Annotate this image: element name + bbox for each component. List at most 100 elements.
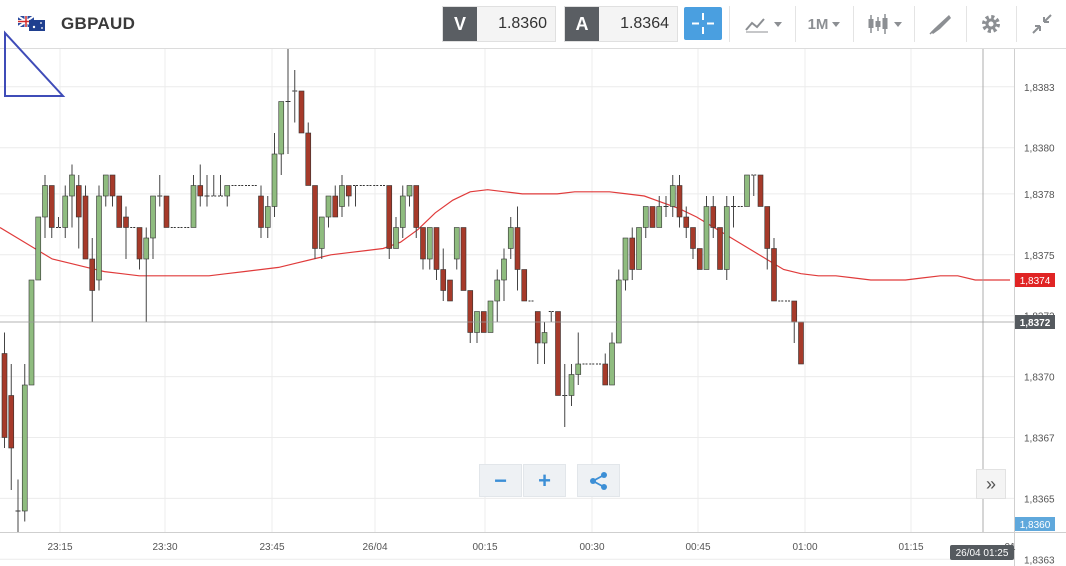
sell-price-button[interactable]: V 1.8360 <box>442 6 556 42</box>
candle-body <box>82 195 89 260</box>
candle <box>292 70 298 123</box>
candle-body <box>676 185 683 218</box>
candle <box>56 217 61 228</box>
candle-body <box>541 332 548 344</box>
collapse-button[interactable] <box>1022 6 1062 42</box>
candle <box>460 227 467 291</box>
candle-style-button[interactable] <box>858 6 910 42</box>
share-button[interactable] <box>577 464 620 497</box>
candle <box>264 196 271 238</box>
candle <box>771 238 777 302</box>
zoom-in-button[interactable]: + <box>523 464 566 497</box>
candle <box>615 269 622 344</box>
candle-body <box>136 227 143 260</box>
ema-series <box>0 189 1010 281</box>
candle-body <box>1 353 8 438</box>
candle-body <box>62 195 69 228</box>
candle-body <box>264 206 271 228</box>
time-tick-label: 26/04 <box>362 542 387 553</box>
candle-body <box>467 290 474 333</box>
candle <box>15 479 21 532</box>
candle-body <box>35 216 42 281</box>
candle <box>507 217 514 259</box>
candle-body <box>258 195 264 228</box>
candle <box>447 279 453 302</box>
candle <box>649 206 656 228</box>
candle <box>8 364 15 490</box>
price-tick-label: 1,8378 <box>1024 190 1055 201</box>
candle <box>204 175 210 207</box>
candle <box>136 227 143 270</box>
candle <box>28 279 35 386</box>
candle <box>339 175 345 217</box>
candle <box>751 174 757 196</box>
panel-toggle-triangle-icon <box>4 30 66 97</box>
candle <box>710 196 717 238</box>
candle-body <box>642 206 649 228</box>
candle <box>562 364 568 427</box>
candle-body <box>75 185 82 218</box>
zoom-out-button[interactable]: − <box>479 464 522 497</box>
candle <box>386 185 393 259</box>
candle <box>190 175 197 228</box>
candle <box>575 332 582 385</box>
candle <box>696 248 703 270</box>
candle <box>474 311 480 343</box>
time-tick-label: 01:00 <box>792 542 817 553</box>
candle-body <box>332 195 339 218</box>
uk-australia-flag-icon <box>18 16 45 31</box>
candle <box>723 196 730 280</box>
ema-line <box>0 189 1010 281</box>
candle-body <box>318 216 325 249</box>
candle-body <box>345 185 352 197</box>
candle <box>541 322 548 364</box>
candle-body <box>703 206 710 270</box>
candle-body <box>102 174 109 197</box>
candle-body <box>609 342 615 386</box>
candle <box>271 133 278 217</box>
time-tick-label: 23:15 <box>47 542 72 553</box>
candle-body <box>683 216 690 228</box>
candle <box>534 311 541 364</box>
candle-body <box>460 227 467 291</box>
candle <box>278 101 285 175</box>
buy-price-button[interactable]: A 1.8364 <box>564 6 678 42</box>
candle-body <box>521 269 528 302</box>
candle <box>690 227 696 259</box>
gear-icon <box>982 15 1000 33</box>
candle <box>332 185 339 218</box>
line-chart-icon <box>745 18 768 33</box>
candle-body <box>48 185 55 228</box>
chart-overlays: 1,8374 1,8372 1,8360 26/04 01:25 <box>0 30 1055 560</box>
drawing-tools-button[interactable] <box>918 6 962 42</box>
candle <box>703 196 710 270</box>
candle-body <box>271 153 278 207</box>
toolbar-divider <box>853 6 854 42</box>
settings-button[interactable] <box>970 6 1012 42</box>
collapse-icon <box>1032 14 1052 34</box>
candle <box>75 175 82 249</box>
candle-body <box>771 248 777 302</box>
candle <box>609 332 615 386</box>
scroll-to-latest-button[interactable]: » <box>976 469 1006 499</box>
candle <box>521 269 528 302</box>
price-tick-label: 1,8383 <box>1024 83 1055 94</box>
timeframe-button[interactable]: 1M <box>798 6 850 42</box>
candle-body <box>8 395 15 449</box>
candle <box>285 49 291 154</box>
candle-body <box>426 227 433 260</box>
candle-body <box>514 227 521 270</box>
candle-body <box>440 269 447 291</box>
candle <box>82 185 89 260</box>
candle <box>467 290 474 343</box>
candle-body <box>28 279 35 386</box>
candle-body <box>325 195 332 218</box>
candle-body <box>224 185 231 197</box>
chart-type-button[interactable] <box>734 6 792 42</box>
candle-body <box>507 227 514 249</box>
toolbar-divider <box>729 6 730 42</box>
candle <box>663 196 669 217</box>
candle <box>764 206 771 270</box>
crosshair-button[interactable] <box>684 7 722 40</box>
